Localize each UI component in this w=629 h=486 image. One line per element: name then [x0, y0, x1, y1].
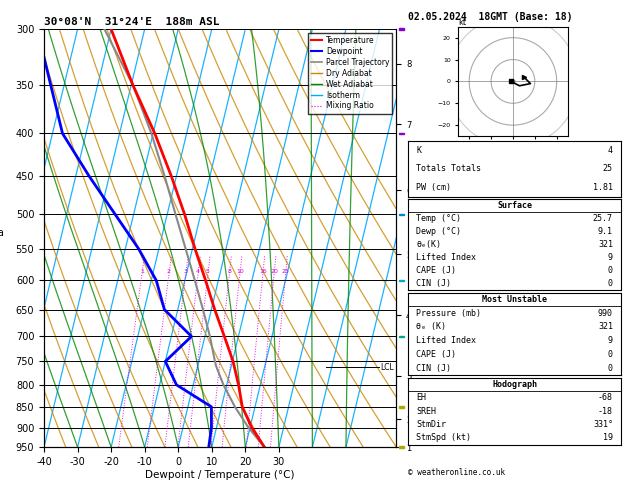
Text: -68: -68	[598, 393, 613, 402]
Text: Hodograph: Hodograph	[492, 380, 537, 389]
Text: 5: 5	[206, 269, 210, 275]
Text: 990: 990	[598, 309, 613, 318]
Text: 3: 3	[184, 269, 187, 275]
Text: 331°: 331°	[593, 420, 613, 429]
Text: 8: 8	[228, 269, 231, 275]
Text: Pressure (mb): Pressure (mb)	[416, 309, 481, 318]
Text: Most Unstable: Most Unstable	[482, 295, 547, 304]
Text: 10: 10	[236, 269, 244, 275]
Text: StmSpd (kt): StmSpd (kt)	[416, 434, 471, 442]
Text: kt: kt	[459, 17, 466, 27]
Text: 1.81: 1.81	[593, 183, 613, 192]
Text: PW (cm): PW (cm)	[416, 183, 451, 192]
Text: Totals Totals: Totals Totals	[416, 164, 481, 174]
Text: 2: 2	[167, 269, 171, 275]
Text: 19: 19	[603, 434, 613, 442]
Text: © weatheronline.co.uk: © weatheronline.co.uk	[408, 468, 504, 477]
Text: CAPE (J): CAPE (J)	[416, 350, 456, 359]
Text: SREH: SREH	[416, 407, 436, 416]
Y-axis label: km
ASL: km ASL	[420, 228, 436, 248]
Text: 20: 20	[270, 269, 278, 275]
Text: 16: 16	[259, 269, 267, 275]
Text: 4: 4	[608, 146, 613, 155]
Text: 0: 0	[608, 266, 613, 275]
Text: 9: 9	[608, 253, 613, 262]
Text: θₑ (K): θₑ (K)	[416, 323, 446, 331]
Text: 30°08'N  31°24'E  188m ASL: 30°08'N 31°24'E 188m ASL	[44, 17, 220, 27]
Text: Dewp (°C): Dewp (°C)	[416, 227, 461, 236]
Text: Surface: Surface	[497, 201, 532, 210]
Text: 1: 1	[140, 269, 144, 275]
X-axis label: Dewpoint / Temperature (°C): Dewpoint / Temperature (°C)	[145, 469, 295, 480]
Text: 02.05.2024  18GMT (Base: 18): 02.05.2024 18GMT (Base: 18)	[408, 12, 572, 22]
Text: EH: EH	[416, 393, 426, 402]
Y-axis label: hPa: hPa	[0, 228, 4, 238]
Text: 25: 25	[282, 269, 289, 275]
Text: 4: 4	[196, 269, 200, 275]
Text: 9: 9	[608, 336, 613, 345]
Text: 321: 321	[598, 240, 613, 249]
Text: StmDir: StmDir	[416, 420, 446, 429]
Text: CIN (J): CIN (J)	[416, 364, 451, 373]
Text: 0: 0	[608, 364, 613, 373]
Text: 0: 0	[608, 279, 613, 288]
Text: Temp (°C): Temp (°C)	[416, 214, 461, 223]
Legend: Temperature, Dewpoint, Parcel Trajectory, Dry Adiabat, Wet Adiabat, Isotherm, Mi: Temperature, Dewpoint, Parcel Trajectory…	[308, 33, 392, 114]
Text: 25.7: 25.7	[593, 214, 613, 223]
Text: Mixing Ratio (g/kg): Mixing Ratio (g/kg)	[420, 198, 429, 278]
Text: K: K	[416, 146, 421, 155]
Text: Lifted Index: Lifted Index	[416, 253, 476, 262]
Text: -18: -18	[598, 407, 613, 416]
Text: θₑ(K): θₑ(K)	[416, 240, 441, 249]
Text: 321: 321	[598, 323, 613, 331]
Text: CAPE (J): CAPE (J)	[416, 266, 456, 275]
Text: Lifted Index: Lifted Index	[416, 336, 476, 345]
Text: 9.1: 9.1	[598, 227, 613, 236]
Text: LCL: LCL	[381, 363, 394, 372]
Text: 0: 0	[608, 350, 613, 359]
Text: CIN (J): CIN (J)	[416, 279, 451, 288]
Text: 25: 25	[603, 164, 613, 174]
